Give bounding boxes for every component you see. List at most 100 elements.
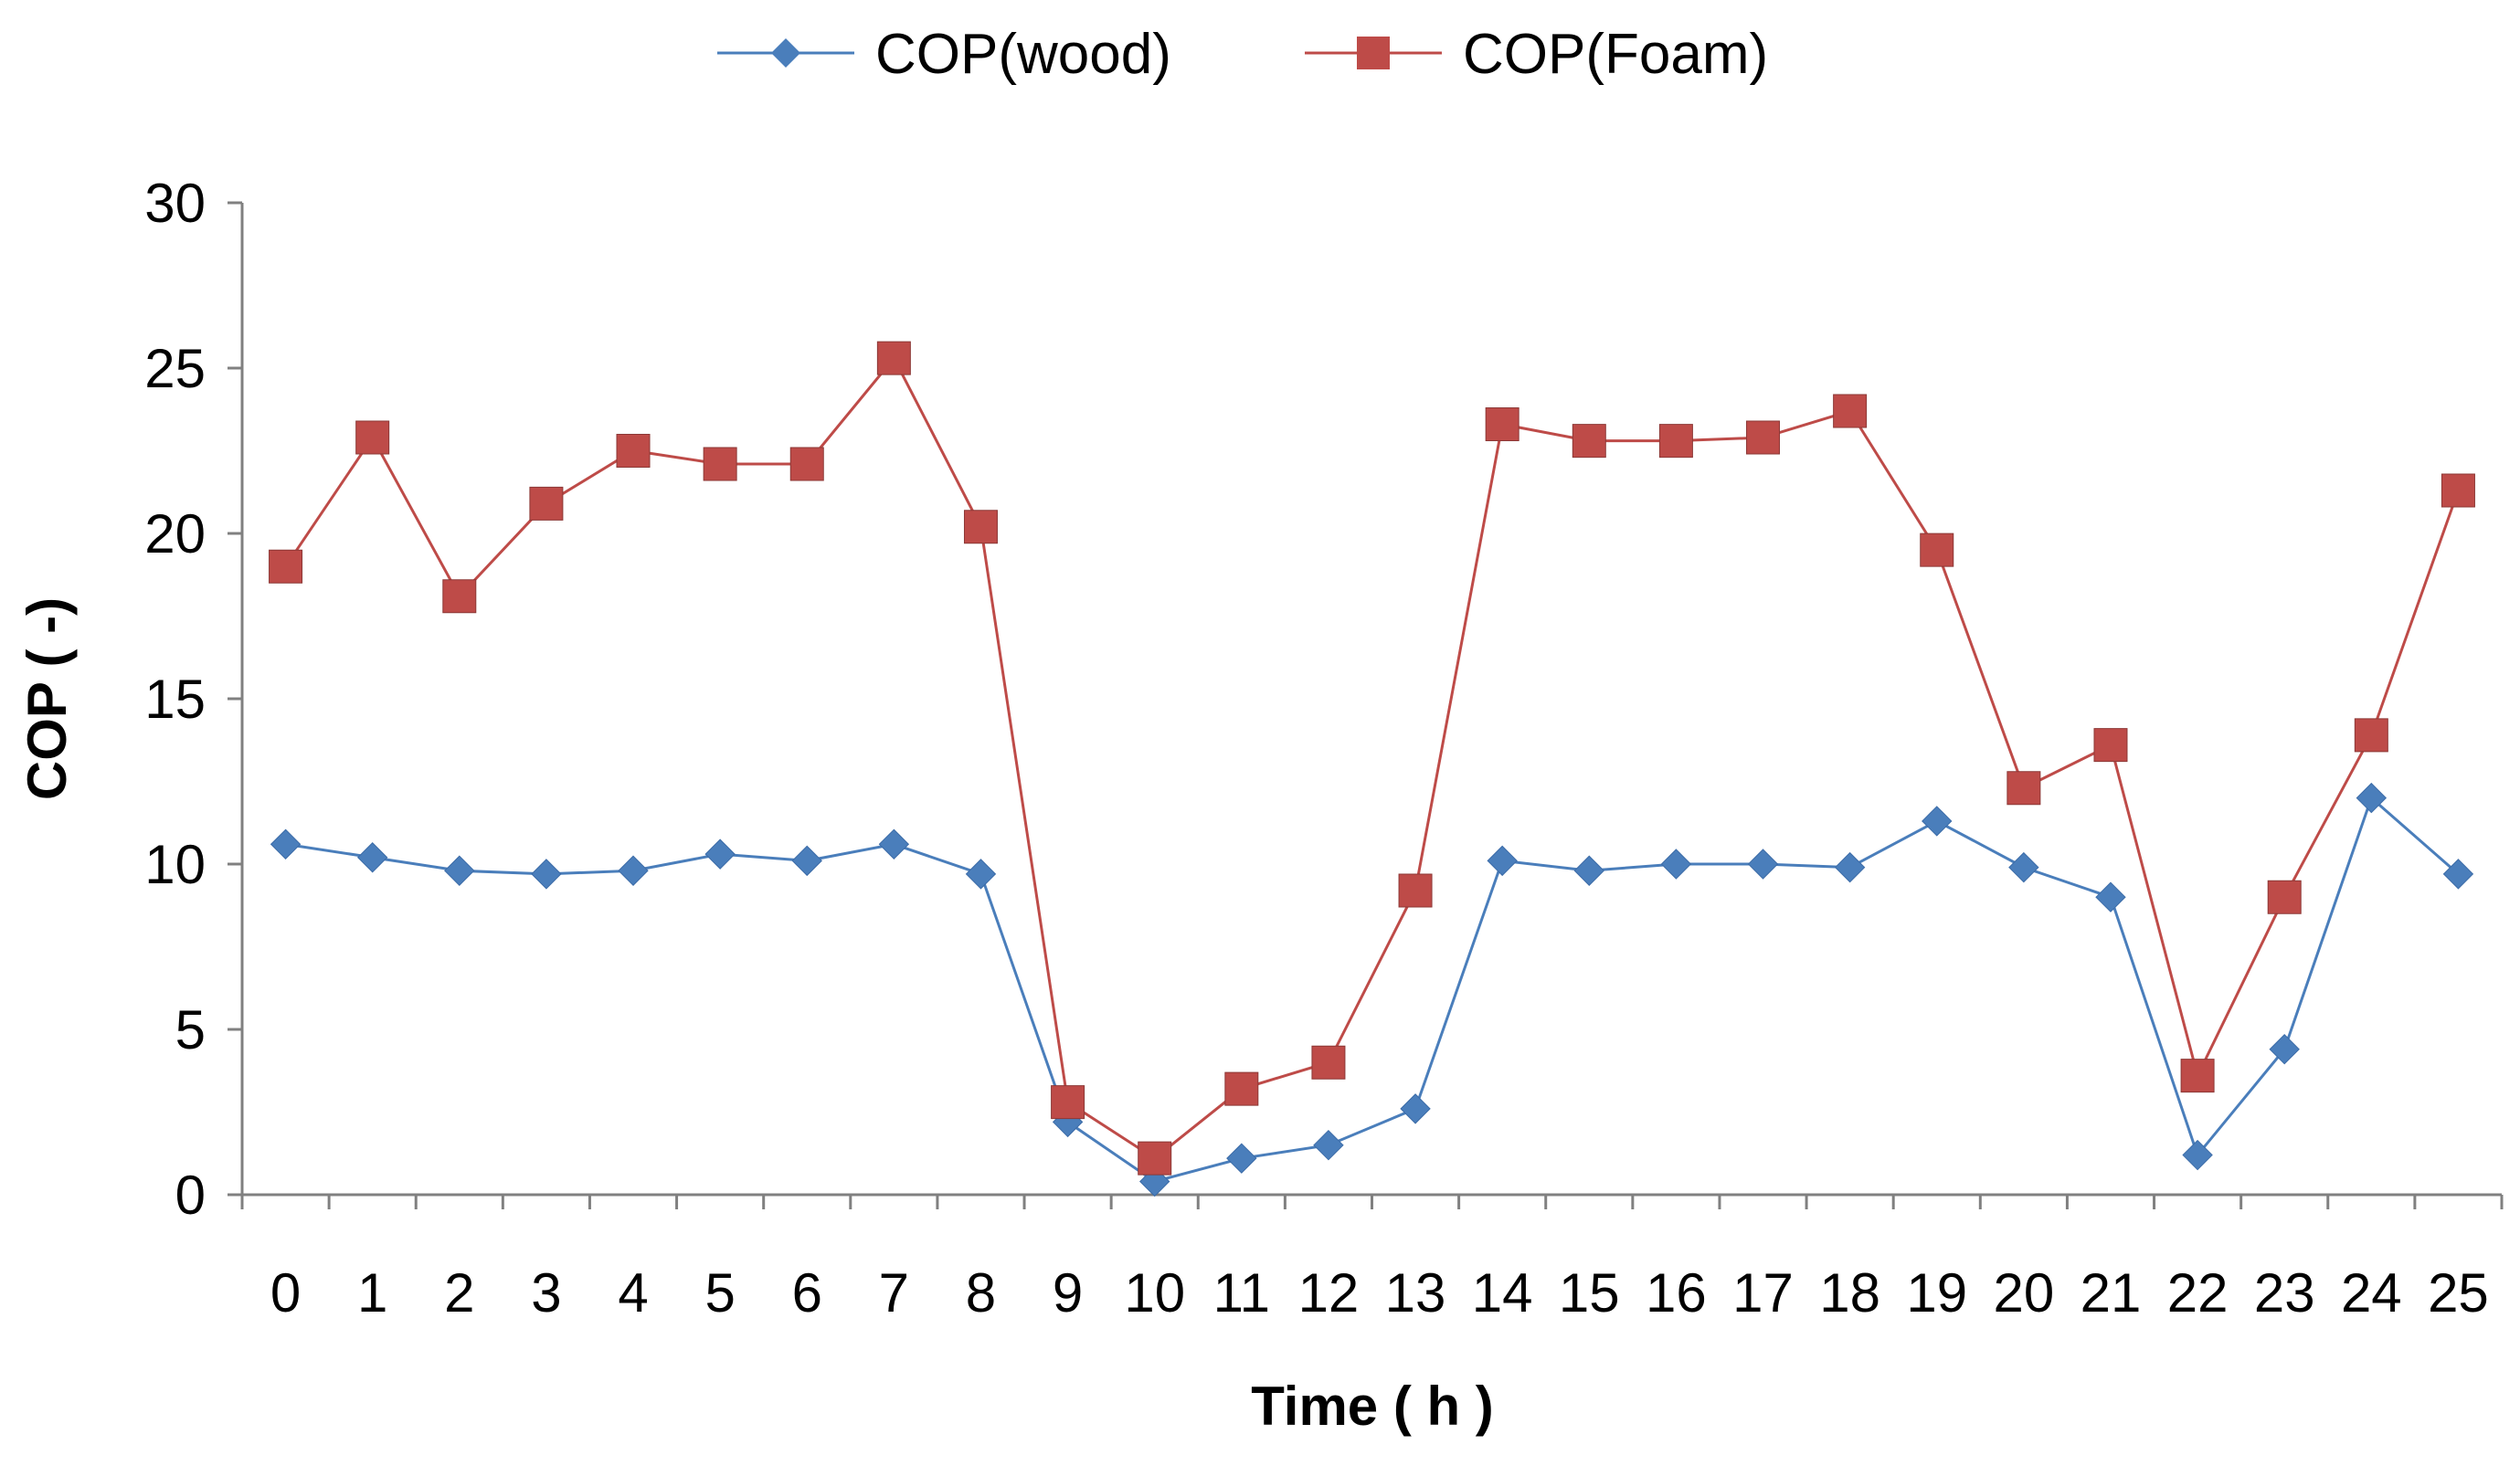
data-point-cop-foam [1311, 1045, 1346, 1080]
data-point-cop-foam [1485, 407, 1519, 442]
series-cop-wood [270, 782, 2474, 1197]
data-point-cop-wood [2095, 881, 2126, 912]
y-tick-label: 10 [144, 834, 206, 895]
x-tick-label: 19 [1906, 1262, 1967, 1324]
x-tick-label: 3 [531, 1262, 561, 1324]
data-point-cop-wood [2442, 859, 2474, 890]
legend-entry-wood: COP(wood) [717, 23, 1171, 86]
x-tick-label: 10 [1124, 1262, 1185, 1324]
data-point-cop-foam [2006, 771, 2041, 806]
data-point-cop-foam [529, 486, 564, 521]
x-tick-label: 21 [2081, 1262, 2142, 1324]
series-cop-foam [269, 341, 2475, 1176]
x-tick-label: 1 [357, 1262, 387, 1324]
x-tick-label: 15 [1559, 1262, 1620, 1324]
data-point-cop-foam [1833, 394, 1868, 428]
y-tick-label: 25 [144, 338, 206, 399]
data-point-cop-wood [2008, 851, 2039, 883]
data-point-cop-wood [618, 855, 649, 886]
x-tick-label: 20 [1993, 1262, 2054, 1324]
x-tick-label: 2 [444, 1262, 474, 1324]
data-point-cop-foam [963, 510, 998, 544]
data-point-cop-wood [444, 855, 475, 886]
data-point-cop-wood [965, 859, 997, 890]
data-point-cop-wood [2356, 782, 2388, 814]
x-tick-label: 6 [792, 1262, 822, 1324]
x-tick-label: 13 [1385, 1262, 1446, 1324]
data-point-cop-wood [356, 842, 388, 873]
legend-marker-wood [771, 38, 800, 68]
x-tick-label: 25 [2428, 1262, 2489, 1324]
x-tick-label: 24 [2341, 1262, 2402, 1324]
y-tick-label: 0 [175, 1165, 206, 1226]
data-point-cop-wood [878, 828, 910, 860]
data-point-cop-foam [876, 341, 911, 375]
x-tick-label: 4 [618, 1262, 648, 1324]
x-tick-label: 14 [1472, 1262, 1533, 1324]
y-tick-label: 20 [144, 503, 206, 564]
legend-marker-foam [1357, 37, 1390, 69]
x-tick-label: 23 [2254, 1262, 2315, 1324]
legend-label-foam: COP(Foam) [1463, 23, 1768, 86]
data-point-cop-foam [269, 549, 303, 584]
data-point-cop-foam [1138, 1141, 1172, 1176]
x-tick-label: 5 [704, 1262, 735, 1324]
data-point-cop-wood [531, 859, 562, 890]
data-point-cop-foam [355, 420, 390, 455]
data-point-cop-wood [270, 828, 302, 860]
data-point-cop-wood [1660, 849, 1692, 880]
series-line-cop-wood [285, 796, 2460, 1184]
y-tick-label: 15 [144, 669, 206, 730]
data-point-cop-foam [1746, 420, 1781, 455]
y-tick-label: 30 [144, 173, 206, 234]
data-point-cop-wood [1834, 851, 1866, 883]
axes [240, 203, 2502, 1197]
data-point-cop-foam [616, 434, 651, 468]
legend-entry-foam: COP(Foam) [1305, 23, 1768, 86]
series-layer [269, 341, 2475, 1197]
data-point-cop-foam [1572, 424, 1606, 459]
x-tick-label: 9 [1053, 1262, 1083, 1324]
data-point-cop-foam [1658, 424, 1693, 459]
legend: COP(wood) COP(Foam) [717, 23, 1768, 86]
data-point-cop-wood [791, 845, 822, 877]
x-tick-label: 11 [1213, 1262, 1270, 1324]
x-tick-label: 7 [879, 1262, 909, 1324]
data-point-cop-foam [2267, 880, 2302, 914]
data-point-cop-foam [1224, 1071, 1259, 1106]
data-point-cop-wood [1487, 845, 1518, 877]
y-ticks: 0 5 10 15 20 25 30 [144, 173, 242, 1226]
y-tick-label: 5 [175, 999, 206, 1060]
x-tick-label: 22 [2167, 1262, 2229, 1324]
x-tick-label: 12 [1298, 1262, 1360, 1324]
data-point-cop-foam [1051, 1085, 1085, 1120]
series-line-cop-foam [284, 355, 2460, 1161]
legend-label-wood: COP(wood) [875, 23, 1171, 86]
data-point-cop-wood [1400, 1093, 1431, 1124]
data-point-cop-foam [1398, 873, 1433, 908]
data-point-cop-foam [703, 447, 737, 481]
data-point-cop-wood [1922, 806, 1953, 837]
x-axis-title: Time ( h ) [1251, 1376, 1494, 1437]
data-point-cop-wood [1313, 1129, 1344, 1161]
x-tick-label: 18 [1819, 1262, 1880, 1324]
data-point-cop-wood [1747, 849, 1779, 880]
data-point-cop-foam [1920, 533, 1954, 567]
data-point-cop-wood [2182, 1139, 2213, 1171]
data-point-cop-wood [704, 838, 736, 870]
data-point-cop-wood [1226, 1143, 1257, 1174]
x-tick-label: 16 [1646, 1262, 1707, 1324]
data-point-cop-foam [2441, 473, 2475, 508]
data-point-cop-foam [2180, 1059, 2215, 1093]
y-axis-title: COP ( -) [16, 597, 78, 800]
x-tick-label: 8 [966, 1262, 996, 1324]
data-point-cop-foam [789, 447, 824, 481]
x-tick-label: 17 [1732, 1262, 1794, 1324]
data-point-cop-wood [1573, 855, 1604, 886]
data-point-cop-foam [2354, 718, 2388, 753]
data-point-cop-foam [442, 579, 477, 614]
x-ticks: 0 1 2 3 4 5 6 7 8 9 10 11 12 13 14 15 16 17 18 19 20 21 22 23 24… [240, 1195, 2504, 1324]
data-point-cop-foam [2093, 728, 2128, 763]
data-point-cop-wood [2269, 1034, 2300, 1065]
